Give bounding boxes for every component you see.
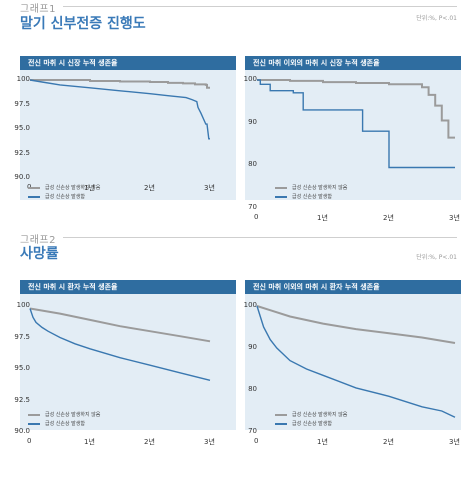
section-2-rule [63, 237, 457, 238]
legend-swatch [28, 186, 40, 189]
section-1-rule [63, 6, 457, 7]
series-line-2 [29, 308, 211, 381]
series-line-1 [257, 79, 455, 139]
y-tick-label: 80 [248, 385, 257, 393]
y-tick-label: 100 [243, 75, 257, 83]
section-2-label: 그래프2 [20, 235, 56, 246]
section-1-label: 그래프1 [20, 4, 56, 15]
legend-swatch [275, 413, 287, 416]
x-tick-label: 3년 [449, 438, 460, 446]
x-tick-label: 1년 [84, 184, 95, 192]
y-tick-label: 90.0 [14, 427, 30, 435]
y-tick-label: 90 [248, 117, 257, 126]
y-tick-label: 70 [248, 203, 257, 211]
y-tick-label: 97.5 [14, 99, 30, 108]
y-tick-label: 90.0 [14, 173, 30, 181]
legend-entry: 급성 신손상 발생하지 않음 [28, 183, 100, 192]
y-tick-label: 97.5 [14, 332, 30, 341]
legend-swatch [275, 195, 287, 198]
legend-label: 급성 신손상 발생하지 않음 [292, 412, 348, 418]
x-tick-label: 0 [254, 437, 259, 445]
x-tick-label: 2년 [144, 438, 155, 446]
x-tick-label: 1년 [317, 214, 328, 222]
x-tick-label: 3년 [204, 184, 215, 192]
chart-title: 전신 마취 이외의 마취 시 신장 누적 생존율 [245, 56, 461, 70]
series-line-1 [29, 307, 211, 343]
legend-swatch [275, 422, 287, 425]
chart-title: 전신 마취 시 신장 누적 생존율 [20, 56, 236, 70]
section-2-unit-note: 단위:%, P<.01 [416, 254, 457, 261]
y-tick-label: 100 [16, 301, 30, 309]
x-tick-label: 0 [254, 213, 259, 221]
series-line-2 [257, 79, 455, 169]
legend-entry: 급성 신손상 발생함 [275, 192, 347, 201]
legend-label: 급성 신손상 발생함 [292, 421, 332, 427]
legend-entry: 급성 신손상 발생하지 않음 [275, 183, 347, 192]
legend-swatch [28, 422, 40, 425]
legend-entry: 급성 신손상 발생하지 않음 [28, 410, 100, 419]
legend-label: 급성 신손상 발생하지 않음 [45, 412, 101, 418]
legend-label: 급성 신손상 발생하지 않음 [45, 185, 101, 191]
legend-label: 급성 신손상 발생함 [45, 421, 85, 427]
x-tick-label: 0 [27, 437, 32, 445]
x-tick-label: 1년 [317, 438, 328, 446]
legend-entry: 급성 신손상 발생하지 않음 [275, 410, 347, 419]
x-tick-label: 3년 [204, 438, 215, 446]
x-tick-label: 2년 [383, 438, 394, 446]
y-tick-label: 100 [16, 75, 30, 83]
y-tick-label: 95.0 [14, 124, 30, 132]
y-tick-label: 92.5 [14, 395, 30, 404]
series-line-2 [256, 305, 456, 418]
section-2-title: 사망률 [20, 246, 59, 262]
chart-panel-kidney-other: 전신 마취 이외의 마취 시 신장 누적 생존율 [245, 56, 461, 200]
legend-entry: 급성 신손상 발생함 [28, 419, 100, 428]
series-line-1 [256, 305, 456, 344]
legend-entry: 급성 신손상 발생함 [28, 192, 100, 201]
legend-swatch [28, 413, 40, 416]
legend-swatch [28, 195, 40, 198]
series-line-2 [29, 79, 210, 140]
y-tick-label: 80 [248, 160, 257, 169]
x-tick-label: 1년 [84, 438, 95, 446]
section-1-unit-note: 단위:%, P<.01 [416, 15, 457, 22]
legend-label: 급성 신손상 발생함 [45, 194, 85, 200]
chart-panel-patient-general: 전신 마취 시 환자 누적 생존율 [20, 280, 236, 430]
section-1-title: 말기 신부전증 진행도 [20, 16, 146, 32]
y-tick-label: 90 [248, 343, 257, 351]
legend-label: 급성 신손상 발생함 [292, 194, 332, 200]
chart-title: 전신 마취 시 환자 누적 생존율 [20, 280, 236, 294]
x-tick-label: 3년 [449, 214, 460, 222]
series-line-1 [30, 79, 210, 89]
y-tick-label: 95.0 [14, 364, 30, 372]
y-tick-label: 100 [243, 301, 257, 309]
chart-title: 전신 마취 이외의 마취 시 환자 누적 생존율 [245, 280, 461, 294]
y-tick-label: 92.5 [14, 148, 30, 157]
x-tick-label: 2년 [383, 214, 394, 222]
legend-label: 급성 신손상 발생하지 않음 [292, 185, 348, 191]
chart-panel-patient-other: 전신 마취 이외의 마취 시 환자 누적 생존율 [245, 280, 461, 430]
legend-entry: 급성 신손상 발생함 [275, 419, 347, 428]
x-tick-label: 2년 [144, 184, 155, 192]
legend-swatch [275, 186, 287, 189]
y-tick-label: 70 [248, 427, 257, 435]
